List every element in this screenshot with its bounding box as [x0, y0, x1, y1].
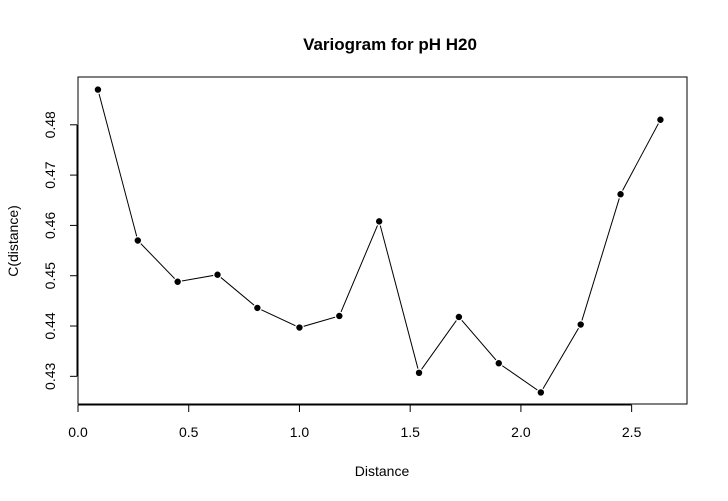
x-tick-label: 2.0 — [511, 424, 531, 440]
x-tick-label: 0.0 — [68, 424, 88, 440]
y-tick-label: 0.45 — [42, 262, 58, 289]
y-axis-label: C(distance) — [5, 205, 21, 277]
x-tick-label: 1.0 — [290, 424, 310, 440]
data-point — [656, 115, 665, 125]
y-tick-label: 0.43 — [42, 362, 58, 389]
data-point — [414, 368, 424, 378]
data-point — [295, 323, 304, 332]
y-tick-label: 0.46 — [42, 212, 58, 239]
data-point — [133, 236, 143, 245]
data-point — [494, 358, 504, 368]
y-axis: 0.43 0.44 0.45 0.46 0.47 0.48 — [42, 111, 78, 390]
data-point — [616, 189, 625, 199]
x-tick-label: 2.5 — [622, 424, 642, 440]
data-point — [576, 320, 586, 329]
x-tick-label: 0.5 — [179, 424, 199, 440]
data-point — [213, 270, 222, 280]
y-tick-label: 0.48 — [42, 111, 58, 138]
data-point — [454, 312, 464, 322]
data-point — [536, 388, 546, 397]
series-layer — [93, 85, 665, 397]
data-point — [93, 85, 103, 94]
data-point — [173, 277, 183, 287]
x-axis-label: Distance — [355, 463, 410, 479]
chart-title: Variogram for pH H20 — [303, 35, 477, 54]
series-line — [97, 89, 661, 394]
x-axis: 0.0 0.5 1.0 1.5 2.0 2.5 — [68, 404, 642, 440]
data-point — [374, 216, 384, 226]
y-tick-label: 0.44 — [42, 312, 58, 339]
data-point — [334, 311, 344, 321]
data-point — [252, 303, 262, 313]
y-tick-label: 0.47 — [42, 161, 58, 188]
x-tick-label: 1.5 — [400, 424, 420, 440]
plot-area-border — [77, 76, 688, 405]
